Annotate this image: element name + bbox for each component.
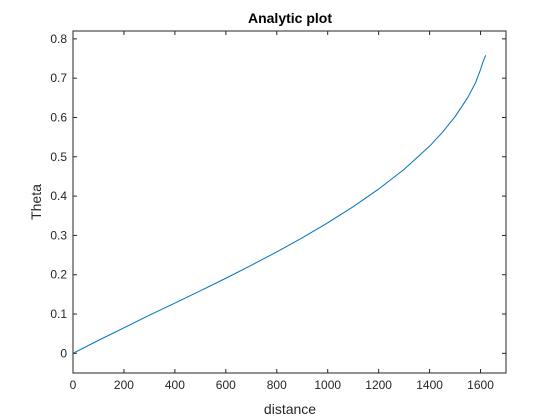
y-tick-label: 0.1	[50, 307, 67, 321]
y-tick-label: 0.2	[50, 268, 67, 282]
x-tick-label: 200	[114, 378, 134, 392]
x-axis-label: distance	[264, 401, 316, 417]
y-tick-label: 0.7	[50, 71, 67, 85]
x-tick-label: 1600	[467, 378, 494, 392]
y-tick-label: 0.6	[50, 110, 67, 124]
y-tick-label: 0	[60, 346, 67, 360]
x-tick-label: 800	[267, 378, 287, 392]
y-tick-label: 0.4	[50, 189, 67, 203]
x-tick-label: 0	[70, 378, 77, 392]
x-tick-label: 1400	[416, 378, 443, 392]
y-tick-label: 0.5	[50, 150, 67, 164]
x-tick-label: 1200	[365, 378, 392, 392]
x-tick-label: 1000	[314, 378, 341, 392]
chart-title: Analytic plot	[248, 10, 332, 26]
x-tick-label: 600	[216, 378, 236, 392]
y-axis-label: Theta	[28, 184, 44, 220]
plot-area	[73, 31, 506, 373]
y-tick-label: 0.8	[50, 32, 67, 46]
y-tick-label: 0.3	[50, 228, 67, 242]
x-tick-label: 400	[165, 378, 185, 392]
